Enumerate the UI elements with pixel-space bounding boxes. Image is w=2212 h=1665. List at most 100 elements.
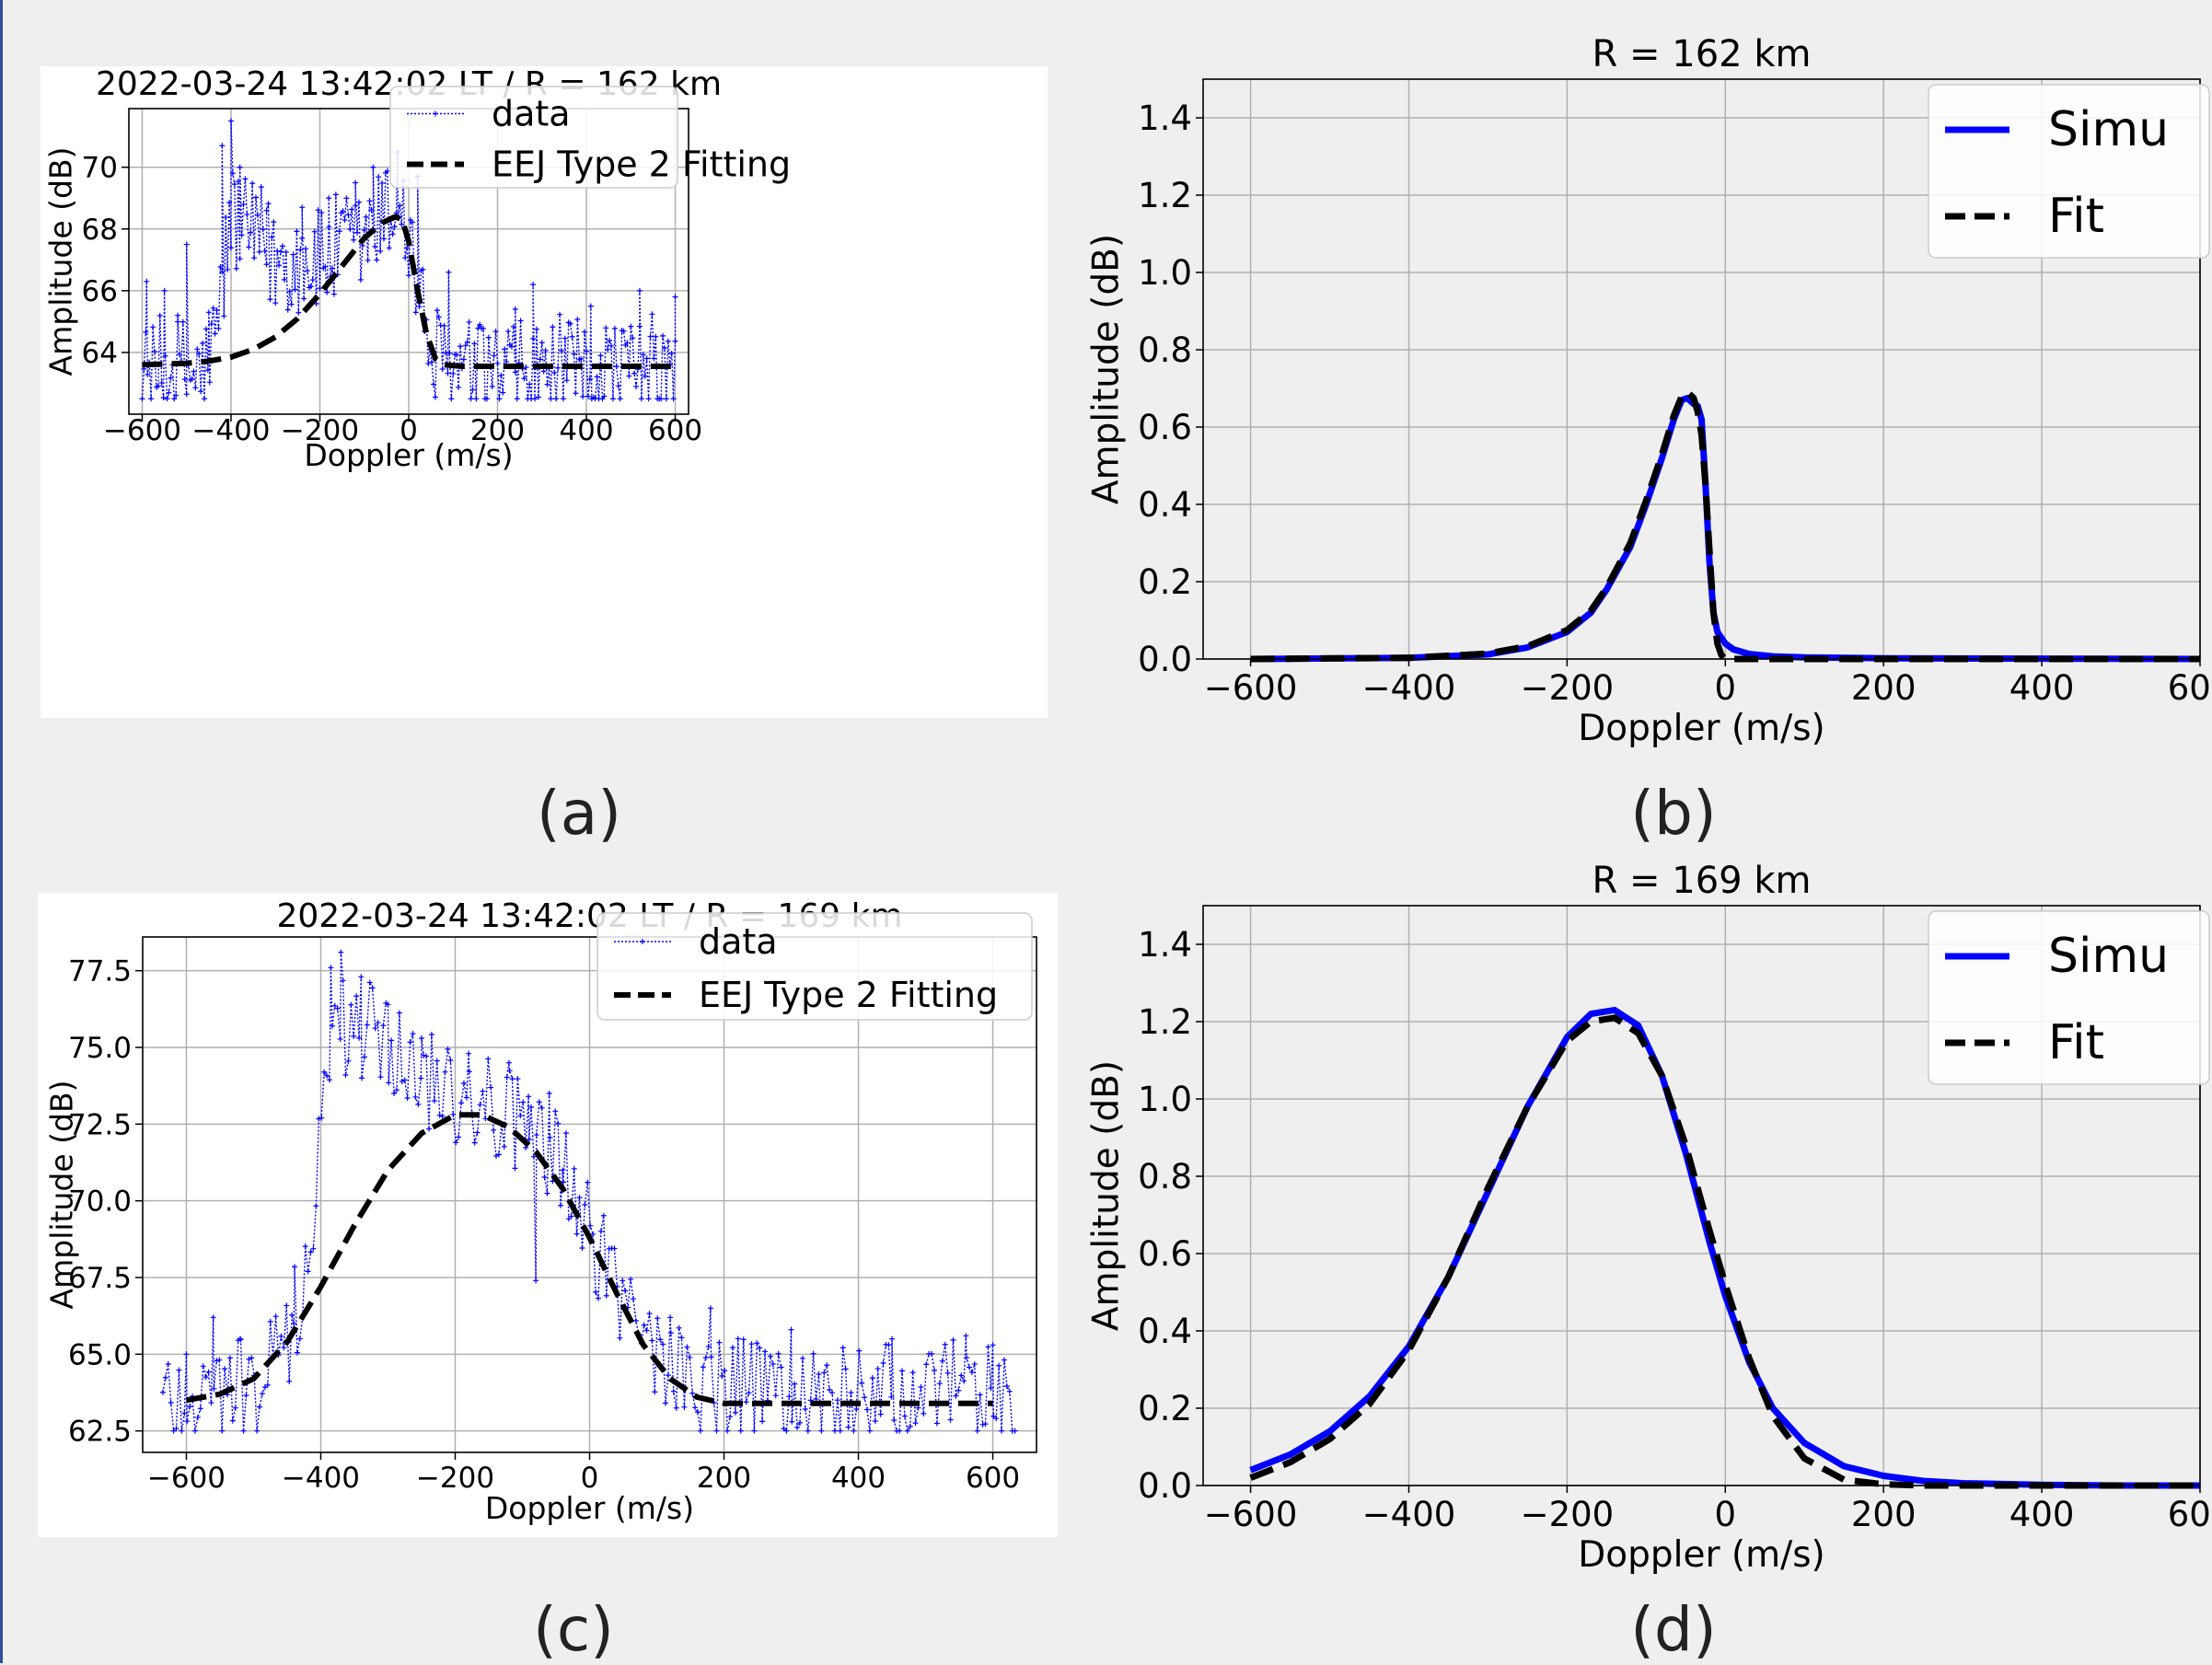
data-point [872,1418,878,1425]
data-point [143,329,149,335]
data-point [156,312,163,318]
chart-a-svg: −600 −400 −200 0 200 400 600646668702022-03-24… [43,65,792,473]
data-point [933,1420,940,1427]
data-point [824,1362,830,1369]
data-point [284,306,291,313]
x-tick-label: 0 [1715,1495,1737,1534]
data-point [233,265,239,272]
x-tick-label: −400 [282,1462,360,1495]
data-point [453,1139,459,1146]
data-point [309,277,316,283]
data-point [301,295,307,302]
data-point [643,355,650,362]
data-point [340,208,346,214]
data-point [291,1264,297,1270]
data-point [582,329,588,335]
data-point [173,1426,180,1432]
data-point [291,1321,297,1326]
y-tick-label: 65.0 [68,1338,132,1371]
data-point [603,1292,609,1299]
data-point [563,377,570,384]
data-point [797,1419,804,1426]
data-point [660,332,666,339]
data-point [512,306,518,312]
data-point [324,289,330,295]
caption-b: (b) [1630,778,1717,849]
data-point [626,373,632,379]
data-point [505,328,512,334]
data-point [942,1341,948,1347]
data-point [215,325,222,331]
data-point [235,179,241,185]
data-point [473,396,480,402]
data-point [506,1068,513,1074]
data-point [221,313,227,319]
data-point [977,1392,983,1398]
data-point [162,353,168,359]
data-point [560,1167,566,1174]
data-point [550,324,556,330]
data-point [477,1102,483,1108]
data-point [353,179,359,186]
data-point [775,1350,782,1357]
data-point [442,1069,448,1075]
y-axis-label: Amplitude (dB) [1086,1060,1128,1331]
data-point [574,316,581,322]
data-point [328,965,334,971]
data-point [573,1231,580,1237]
x-axis-label: Doppler (m/s) [304,437,513,473]
data-point [491,353,497,359]
data-point [226,1355,233,1361]
data-point [668,350,675,356]
data-point [231,181,237,188]
data-point [810,1350,816,1357]
data-point [719,1373,725,1380]
data-point [318,210,325,216]
data-point [412,1093,419,1100]
data-point [276,262,283,269]
data-point [488,1084,494,1091]
data-point [324,1072,330,1079]
data-point [456,384,462,390]
data-point [783,1428,790,1434]
data-point [778,1364,784,1370]
data-point [667,1314,674,1321]
data-point [562,335,568,341]
y-tick-label: 62.5 [68,1416,132,1449]
x-tick-label: 400 [2009,668,2075,708]
data-point [594,374,600,380]
data-point [539,340,545,346]
data-point [510,323,516,330]
data-point [886,1342,892,1348]
data-point [434,307,440,314]
data-point [432,394,438,400]
y-tick-label: 70.0 [68,1185,132,1219]
data-point [410,1031,416,1037]
data-point [380,1023,387,1029]
data-point [187,1404,193,1410]
data-point [151,349,157,355]
data-point [527,1104,534,1110]
series-data-markers [159,949,1018,1434]
data-point [481,325,487,331]
data-point [652,1389,658,1395]
data-point [834,1397,840,1404]
data-point [897,1428,903,1434]
data-point [283,249,289,255]
data-point [732,1409,738,1416]
data-point [349,206,355,213]
data-point [571,351,577,357]
data-point [586,376,593,382]
chart-c-svg: −600 −400 −200 0 200 400 600 62.5 65.0 67.5 70.0 72… [44,897,1037,1526]
data-point [237,1336,244,1343]
data-point [160,395,167,401]
data-point [208,1400,214,1406]
data-point [423,1053,430,1059]
data-point [907,1423,913,1429]
data-point [651,355,657,362]
y-axis-label: Amplitude (dB) [44,1081,80,1310]
data-point [827,1387,833,1393]
data-point [447,1058,454,1064]
data-point [611,1245,618,1252]
data-point [194,1415,201,1421]
